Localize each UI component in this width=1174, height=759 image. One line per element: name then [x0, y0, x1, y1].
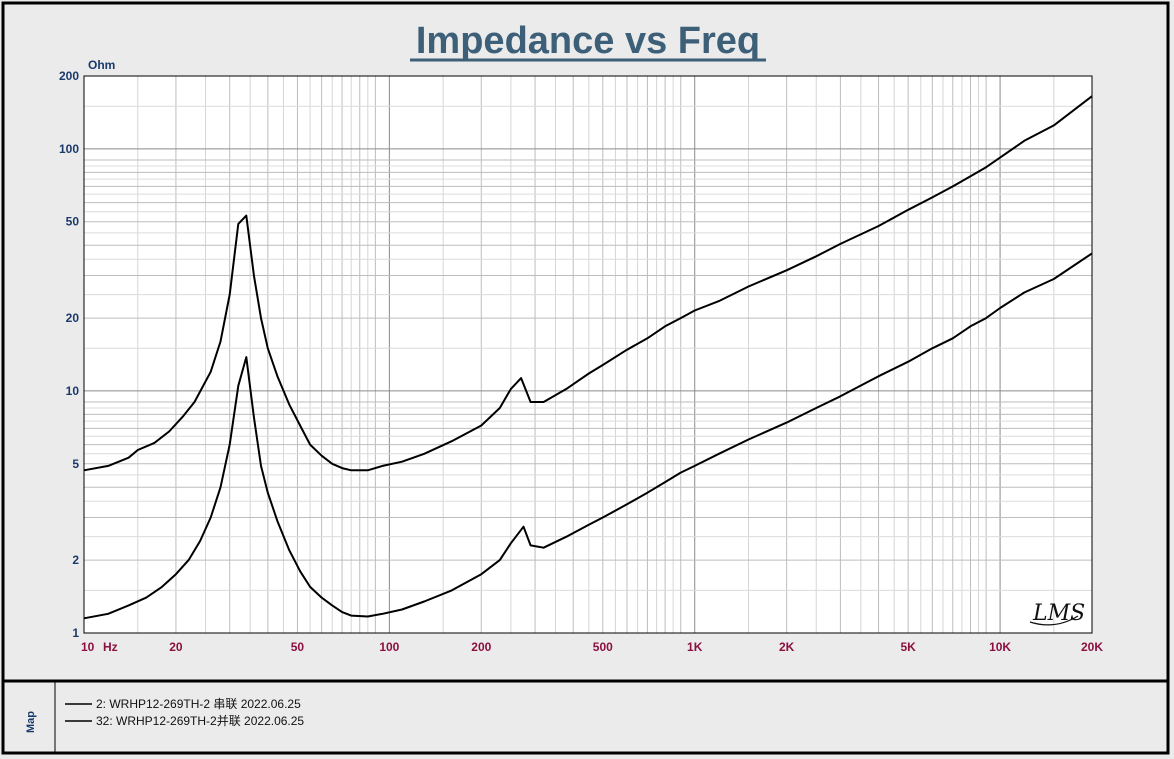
y-tick-labels: 1 2 5 10 20 50 100 200: [59, 69, 79, 640]
x-tick-label: 20K: [1081, 640, 1103, 654]
y-tick-label: 1: [72, 626, 79, 640]
chart-title: Impedance vs Freq: [416, 20, 760, 62]
y-tick-label: 5: [72, 457, 79, 471]
lms-logo: LMS: [1032, 601, 1085, 626]
y-tick-label: 200: [59, 69, 79, 83]
series-layer: [83, 95, 1093, 620]
y-tick-label: 50: [66, 215, 80, 229]
plot-border: [83, 75, 1093, 634]
x-axis-unit: Hz: [103, 640, 118, 654]
x-tick-label: 2K: [779, 640, 795, 654]
x-tick-label: 100: [379, 640, 399, 654]
x-tick-label: 20: [169, 640, 183, 654]
y-tick-label: 2: [72, 553, 79, 567]
y-tick-label: 10: [66, 384, 80, 398]
series-line-2: [83, 252, 1093, 620]
y-axis-unit: Ohm: [88, 58, 115, 72]
y-tick-label: 20: [66, 311, 80, 325]
x-tick-labels: 10 20 50 100 200 500 1K 2K 5K 10K 20K: [81, 640, 1103, 654]
legend-entry: 2: WRHP12-269TH-2 串联 2022.06.25: [96, 697, 301, 711]
legend-entry: 32: WRHP12-269TH-2并联 2022.06.25: [96, 714, 304, 728]
x-tick-label: 10: [81, 640, 95, 654]
grid: [83, 75, 1093, 634]
y-tick-label: 100: [59, 142, 79, 156]
x-tick-label: 50: [291, 640, 305, 654]
x-tick-label: 200: [471, 640, 491, 654]
series-line-1: [83, 95, 1093, 472]
plot-background: [83, 75, 1093, 634]
x-tick-label: 500: [593, 640, 613, 654]
x-tick-label: 1K: [687, 640, 703, 654]
legend: 2: WRHP12-269TH-2 串联 2022.06.25 32: WRHP1…: [65, 697, 304, 728]
x-tick-label: 5K: [900, 640, 916, 654]
logo-flourish: [1029, 615, 1079, 626]
x-tick-label: 10K: [989, 640, 1011, 654]
map-label: Map: [25, 711, 37, 733]
